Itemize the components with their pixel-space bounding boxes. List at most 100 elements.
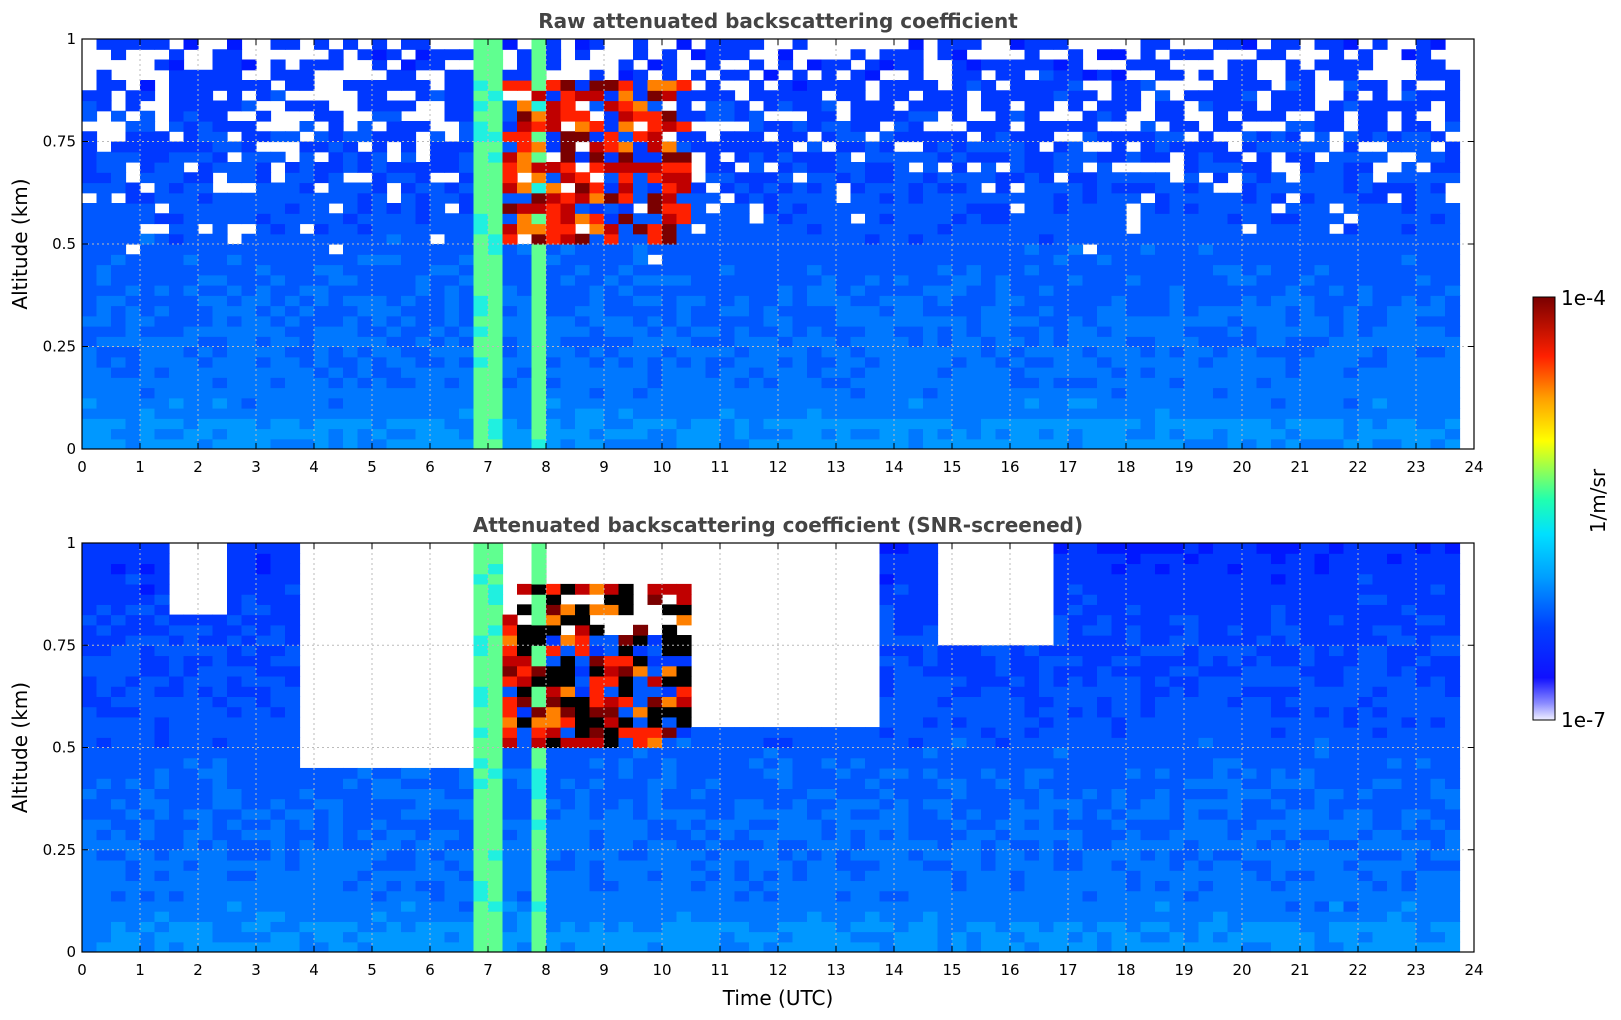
heatmap-cell [183,377,199,389]
heatmap-cell [807,172,823,184]
heatmap-cell [589,264,605,276]
heatmap-cell [372,39,388,50]
heatmap-cell [488,829,504,841]
heatmap-cell [82,767,98,779]
heatmap-cell [111,110,127,122]
heatmap-cell [807,285,823,296]
heatmap-cell [140,635,156,646]
heatmap-cell [1314,336,1330,348]
heatmap-cell [488,182,504,194]
heatmap-cell [299,767,315,779]
heatmap-cell [1024,408,1040,419]
heatmap-cell [560,80,576,91]
heatmap-cell [1082,213,1098,225]
heatmap-cell [198,829,214,841]
heatmap-cell [763,757,779,769]
heatmap-cell [995,233,1011,245]
heatmap-cell [604,716,620,728]
heatmap-cell [531,131,547,143]
heatmap-cell [894,346,910,358]
heatmap-cell [923,244,939,255]
heatmap-cell [705,59,721,71]
heatmap-cell [111,696,127,708]
heatmap-cell [212,655,228,667]
heatmap-cell [154,604,170,616]
heatmap-cell [531,356,547,368]
heatmap-cell [169,880,185,892]
heatmap-cell [763,192,779,204]
heatmap-cell [473,49,489,61]
heatmap-cell [705,859,721,871]
heatmap-cell [734,305,750,317]
heatmap-cell [604,757,620,769]
heatmap-cell [198,100,214,112]
heatmap-cell [517,203,533,214]
heatmap-cell [531,254,547,266]
heatmap-cell [821,69,837,81]
heatmap-cell [241,747,257,759]
heatmap-cell [966,244,982,255]
heatmap-cell [1111,69,1127,81]
heatmap-cell [415,890,431,902]
heatmap-cell [285,69,301,81]
heatmap-cell [372,213,388,225]
heatmap-cell [1068,213,1084,225]
heatmap-cell [154,418,170,430]
heatmap-cell [256,264,272,276]
heatmap-cell [618,859,634,871]
heatmap-cell [1053,356,1069,368]
heatmap-cell [430,798,446,810]
heatmap-cell [792,121,808,132]
heatmap-cell [111,675,127,687]
heatmap-cell [1358,254,1374,266]
heatmap-cell [1271,90,1287,102]
heatmap-cell [589,295,605,307]
heatmap-cell [647,367,663,378]
heatmap-cell [749,182,765,194]
heatmap-cell [1140,121,1156,132]
heatmap-cell [705,213,721,225]
heatmap-cell [488,635,504,646]
heatmap-cell [734,397,750,409]
heatmap-cell [227,645,243,657]
heatmap-cell [589,100,605,112]
heatmap-cell [459,182,475,194]
heatmap-cell [981,59,997,71]
heatmap-cell [517,849,533,861]
heatmap-cell [705,747,721,759]
heatmap-cell [140,880,156,892]
heatmap-cell [285,747,301,759]
heatmap-cell [415,182,431,194]
heatmap-cell [1401,110,1417,122]
heatmap-cell [734,870,750,882]
heatmap-cell [212,387,228,399]
heatmap-cell [1329,438,1345,449]
heatmap-cell [459,192,475,204]
heatmap-cell [285,819,301,830]
heatmap-cell [633,90,649,102]
heatmap-cell [386,408,402,419]
heatmap-cell [734,233,750,245]
heatmap-cell [560,808,576,820]
heatmap-cell [836,859,852,871]
heatmap-cell [1097,223,1113,235]
heatmap-cell [1300,438,1316,449]
heatmap-cell [444,408,460,419]
heatmap-cell [401,890,417,902]
heatmap-cell [691,182,707,194]
heatmap-cell [807,727,823,738]
heatmap-cell [372,315,388,327]
heatmap-cell [1111,326,1127,337]
heatmap-cell [357,192,373,204]
heatmap-cell [488,645,504,657]
heatmap-cell [633,655,649,667]
heatmap-cell [618,356,634,368]
heatmap-cell [488,285,504,296]
heatmap-cell [256,655,272,667]
heatmap-cell [749,870,765,882]
heatmap-cell [82,706,98,718]
heatmap-cell [459,100,475,112]
heatmap-cell [1039,151,1055,163]
heatmap-cell [705,767,721,779]
heatmap-cell [1401,274,1417,286]
